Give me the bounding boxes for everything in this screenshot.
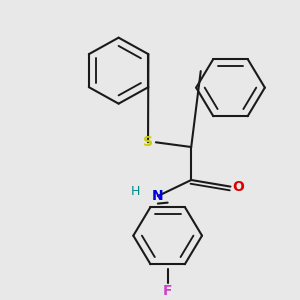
Text: O: O: [232, 180, 244, 194]
Text: F: F: [163, 284, 172, 298]
Text: H: H: [130, 185, 140, 198]
Text: S: S: [143, 135, 153, 149]
Text: N: N: [152, 189, 164, 203]
